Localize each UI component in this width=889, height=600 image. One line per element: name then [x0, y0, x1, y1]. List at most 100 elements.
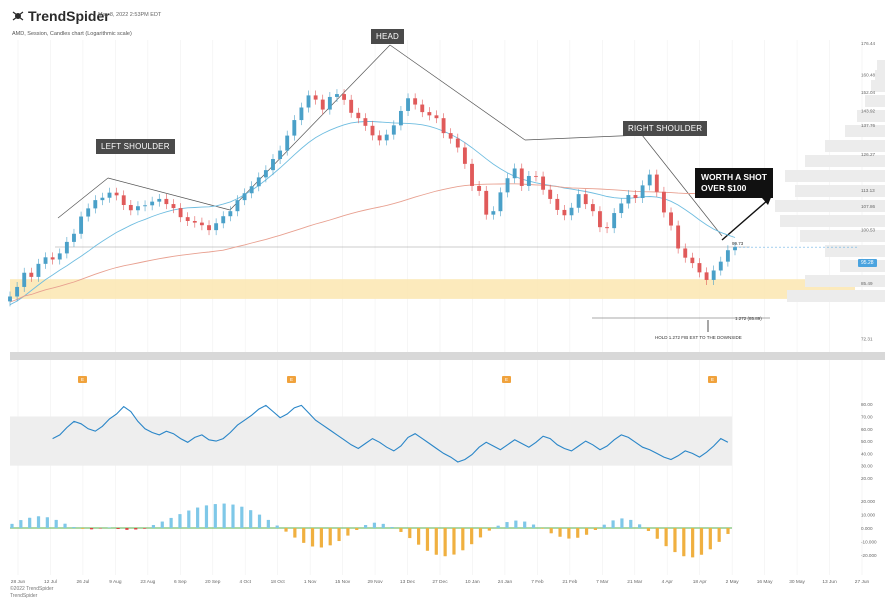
- candle-body: [313, 95, 318, 100]
- candle-body: [214, 223, 219, 231]
- volume-profile-bar: [871, 80, 885, 92]
- candle-body: [72, 233, 76, 242]
- target-callout: WORTH A SHOT OVER $100: [695, 168, 773, 198]
- candle-body: [534, 175, 538, 177]
- candle-body: [192, 220, 197, 223]
- rsi-tick-label: 80.00: [861, 402, 873, 407]
- candle-body: [683, 248, 688, 258]
- candle-body: [164, 198, 169, 205]
- rsi-band: [10, 416, 732, 466]
- candle-body: [15, 286, 20, 297]
- candle-body: [8, 296, 12, 302]
- candle-body: [590, 204, 595, 212]
- x-tick-label: 15 Nov: [335, 579, 351, 585]
- candle-body: [455, 138, 460, 148]
- candle-body: [519, 168, 524, 186]
- candle-body: [121, 195, 126, 205]
- rsi-tick-label: 40.00: [861, 451, 873, 456]
- x-tick-label: 1 Nov: [304, 579, 317, 585]
- x-tick-label: 23 Aug: [140, 579, 155, 585]
- candle-body: [391, 125, 396, 135]
- fib-hold-note: HOLD 1.272 FIB EXT TO THE DOWNSIDE: [655, 335, 742, 340]
- candle-body: [43, 257, 48, 264]
- volume-profile-bar: [825, 245, 885, 257]
- candle-body: [576, 194, 581, 208]
- candle-body: [605, 227, 609, 229]
- candle-body: [462, 147, 467, 164]
- right-shoulder-label: RIGHT SHOULDER: [623, 121, 708, 136]
- candle-body: [398, 110, 403, 126]
- candle-body: [406, 98, 410, 111]
- y-tick-label: 176.44: [861, 41, 875, 46]
- candle-body: [335, 94, 339, 97]
- candle-body: [598, 211, 602, 228]
- x-tick-label: 10 Jan: [465, 579, 480, 585]
- candle-body: [256, 177, 261, 187]
- y-tick-label: 107.86: [861, 204, 875, 209]
- candle-body: [690, 257, 695, 264]
- x-tick-label: 4 Oct: [239, 579, 251, 585]
- candles: [8, 89, 858, 307]
- candle-body: [349, 99, 354, 113]
- x-tick-label: 29 Nov: [367, 579, 383, 585]
- volume-profile-bar: [787, 290, 885, 302]
- candle-body: [178, 208, 183, 218]
- candle-body: [470, 163, 474, 186]
- x-tick-label: 27 Jun: [855, 579, 870, 585]
- rsi-tick-label: 60.00: [861, 427, 873, 432]
- volume-profile-bar: [775, 200, 885, 212]
- y-tick-label: 100.53: [861, 227, 875, 232]
- chart-subtitle: AMD, Session, Candles chart (Logarithmic…: [12, 31, 132, 37]
- x-tick-label: 7 Feb: [531, 579, 544, 585]
- x-tick-label: 26 Jul: [77, 579, 90, 585]
- candle-body: [342, 94, 347, 100]
- candle-body: [434, 115, 439, 119]
- candle-body: [562, 209, 567, 216]
- candle-body: [711, 270, 716, 280]
- candle-body: [733, 247, 737, 251]
- head-label: HEAD: [371, 29, 405, 44]
- candle-body: [413, 98, 418, 105]
- candle-body: [377, 135, 382, 141]
- macd-tick-label: 20.000: [861, 499, 875, 504]
- candle-body: [384, 134, 389, 141]
- y-tick-label: 113.13: [861, 188, 875, 193]
- volume-profile-bar: [877, 60, 885, 72]
- candle-body: [271, 159, 275, 171]
- x-tick-label: 18 Oct: [271, 579, 286, 585]
- pattern-line: [389, 44, 526, 141]
- volume-profile-bar: [780, 215, 885, 227]
- rsi-panel: 80.00 70.00 60.00 50.00 40.00 30.00 20.00: [10, 402, 873, 481]
- x-tick-label: 16 May: [757, 579, 773, 585]
- volume-profile-bar: [795, 185, 885, 197]
- candle-body: [477, 185, 482, 191]
- x-tick-label: 24 Jan: [498, 579, 513, 585]
- macd-tick-label: -20.000: [861, 553, 877, 558]
- y-tick-label: 160.48: [861, 72, 875, 77]
- volume-profile: [775, 60, 885, 302]
- candle-body: [29, 272, 34, 277]
- x-tick-label: 9 Aug: [109, 579, 122, 585]
- y-tick-label: 72.31: [861, 337, 873, 342]
- volume-profile-bar: [875, 70, 885, 82]
- volume-profile-bar: [785, 170, 885, 182]
- candle-body: [64, 241, 69, 254]
- candle-body: [526, 175, 531, 186]
- pattern-line: [641, 134, 723, 237]
- volume-profile-bar: [825, 140, 885, 152]
- candle-body: [420, 104, 425, 113]
- candle-body: [207, 225, 211, 231]
- candle-body: [292, 120, 297, 136]
- earnings-badge: E: [708, 376, 718, 383]
- x-tick-label: 30 May: [789, 579, 805, 585]
- volume-profile-bar: [805, 155, 885, 167]
- volume-divider: [10, 352, 885, 360]
- candle-body: [555, 198, 560, 210]
- callout-line-2: OVER $100: [701, 183, 747, 193]
- candle-body: [79, 216, 84, 234]
- neckline-label: 99.73: [732, 241, 744, 246]
- grid-lines: [17, 40, 863, 575]
- candle-body: [704, 272, 709, 280]
- candle-body: [612, 213, 617, 229]
- candle-body: [320, 99, 325, 110]
